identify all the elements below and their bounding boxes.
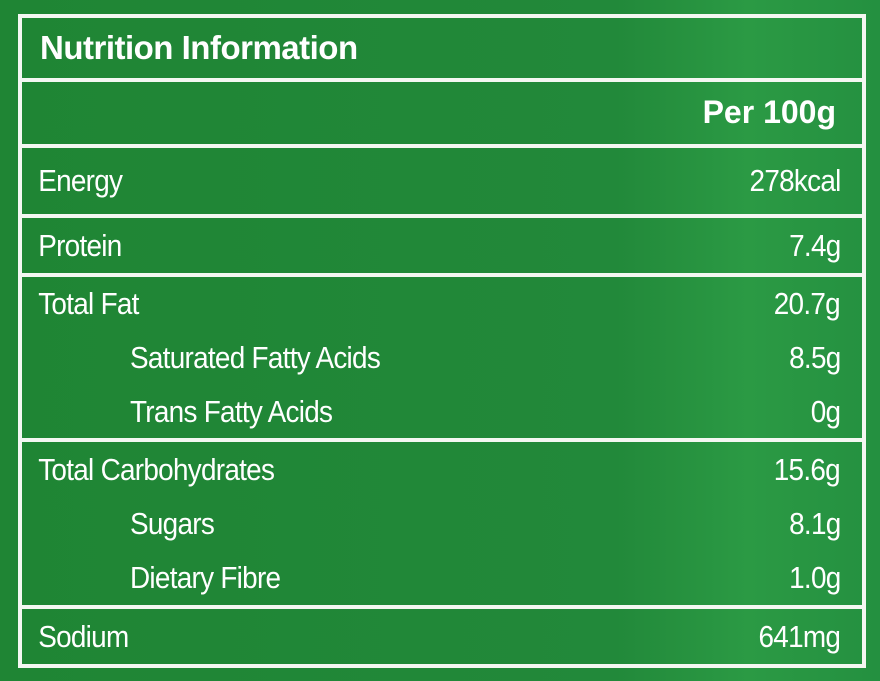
- nutrient-label: Sodium: [38, 618, 129, 654]
- nutrient-row: Total Carbohydrates 15.6g: [22, 443, 862, 497]
- nutrient-label: Protein: [38, 227, 122, 263]
- nutrient-section: Protein 7.4g: [22, 218, 862, 278]
- nutrient-section: Sodium 641mg: [22, 609, 862, 664]
- nutrient-label: Dietary Fibre: [130, 559, 281, 595]
- nutrient-value: 8.5g: [788, 339, 841, 375]
- nutrient-value: 20.7g: [774, 286, 841, 322]
- nutrient-label: Sugars: [130, 505, 215, 541]
- table-title: Nutrition Information: [22, 18, 862, 82]
- nutrient-section: Energy 278kcal: [22, 148, 862, 218]
- nutrient-value: 278kcal: [749, 162, 841, 198]
- nutrient-value: 1.0g: [788, 559, 841, 595]
- nutrient-label: Energy: [38, 162, 123, 198]
- nutrient-value: 8.1g: [788, 505, 841, 541]
- nutrient-value: 15.6g: [774, 451, 841, 487]
- nutrient-row: Dietary Fibre 1.0g: [22, 551, 862, 605]
- nutrient-label: Saturated Fatty Acids: [130, 339, 381, 375]
- nutrient-value: 0g: [810, 393, 841, 429]
- nutrient-label: Total Carbohydrates: [38, 451, 275, 487]
- nutrient-row: Sodium 641mg: [22, 610, 862, 664]
- nutrient-section: Total Carbohydrates 15.6g Sugars 8.1g Dietar…: [22, 442, 862, 610]
- nutrient-row: Saturated Fatty Acids 8.5g: [22, 331, 862, 385]
- nutrient-row: Trans Fatty Acids 0g: [22, 385, 862, 439]
- nutrient-section: Total Fat 20.7g Saturated Fatty Acids 8.5g T…: [22, 277, 862, 443]
- nutrient-row: Protein 7.4g: [22, 219, 862, 273]
- nutrient-label: Total Fat: [38, 286, 139, 322]
- nutrient-label: Trans Fatty Acids: [130, 393, 333, 429]
- nutrient-row: Sugars 8.1g: [22, 497, 862, 551]
- nutrient-row: Total Fat 20.7g: [22, 277, 862, 331]
- nutrient-row: Energy 278kcal: [22, 154, 862, 208]
- nutrient-value: 7.4g: [788, 227, 841, 263]
- nutrient-value: 641mg: [758, 618, 841, 654]
- column-header: Per 100g: [22, 82, 862, 148]
- nutrition-table: Nutrition Information Per 100g Energy 278…: [18, 14, 866, 668]
